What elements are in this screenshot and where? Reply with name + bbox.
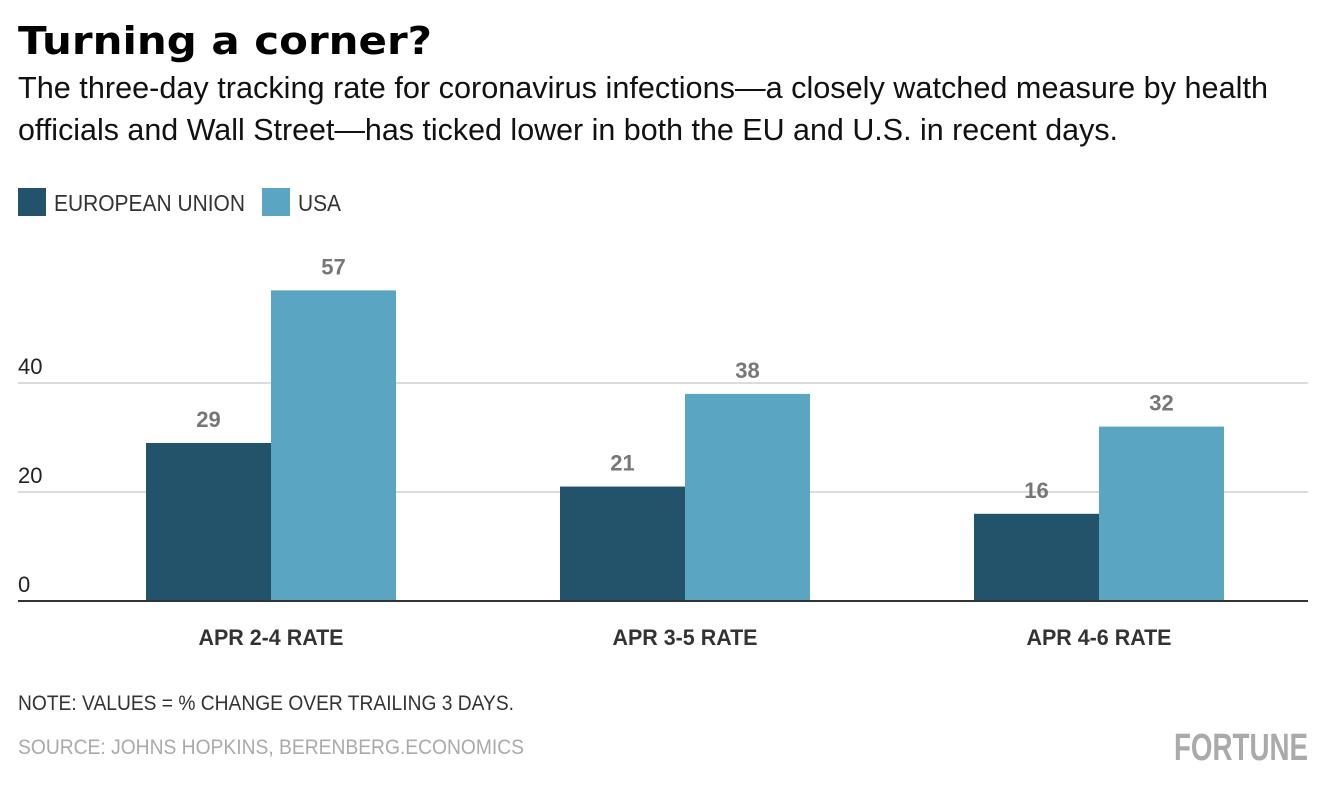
legend-label-usa: USA	[298, 190, 342, 216]
legend-label-eu: EUROPEAN UNION	[54, 190, 245, 216]
x-category-label: APR 2-4 RATE	[199, 625, 344, 650]
data-label: 29	[196, 407, 220, 432]
labels: 0 20 40 29 57 APR 2-4 RATE 21 38 APR 3-5 RATE 16 3…	[18, 254, 1174, 650]
bar-eu	[974, 513, 1099, 601]
legend-swatch-eu	[18, 188, 46, 216]
x-category-label: APR 3-5 RATE	[613, 625, 758, 650]
chart-source: SOURCE: JOHNS HOPKINS, BERENBERG.ECONOMI…	[18, 736, 524, 759]
bar-usa	[685, 393, 810, 601]
data-label: 32	[1149, 391, 1173, 416]
chart-title: Turning a corner?	[18, 19, 432, 63]
fortune-logo: FORTUNE	[1174, 727, 1308, 769]
bar-eu	[146, 442, 271, 601]
data-label: 38	[735, 358, 759, 383]
legend: EUROPEAN UNION USA	[18, 188, 342, 216]
y-tick-label: 0	[18, 572, 30, 597]
y-tick-label: 20	[18, 463, 42, 488]
bar-usa	[271, 290, 396, 601]
chart-subtitle-line1: The three-day tracking rate for coronavi…	[18, 70, 1268, 105]
data-label: 21	[610, 451, 634, 476]
x-category-label: APR 4-6 RATE	[1027, 625, 1172, 650]
legend-swatch-usa	[262, 188, 290, 216]
chart-note: NOTE: VALUES = % CHANGE OVER TRAILING 3 …	[18, 692, 514, 715]
data-label: 57	[321, 254, 345, 279]
y-tick-label: 40	[18, 354, 42, 379]
bar-usa	[1099, 426, 1224, 601]
bar-eu	[560, 486, 685, 601]
data-label: 16	[1024, 478, 1048, 503]
chart-subtitle-line2: officials and Wall Street—has ticked low…	[18, 112, 1118, 147]
bars	[146, 290, 1224, 601]
